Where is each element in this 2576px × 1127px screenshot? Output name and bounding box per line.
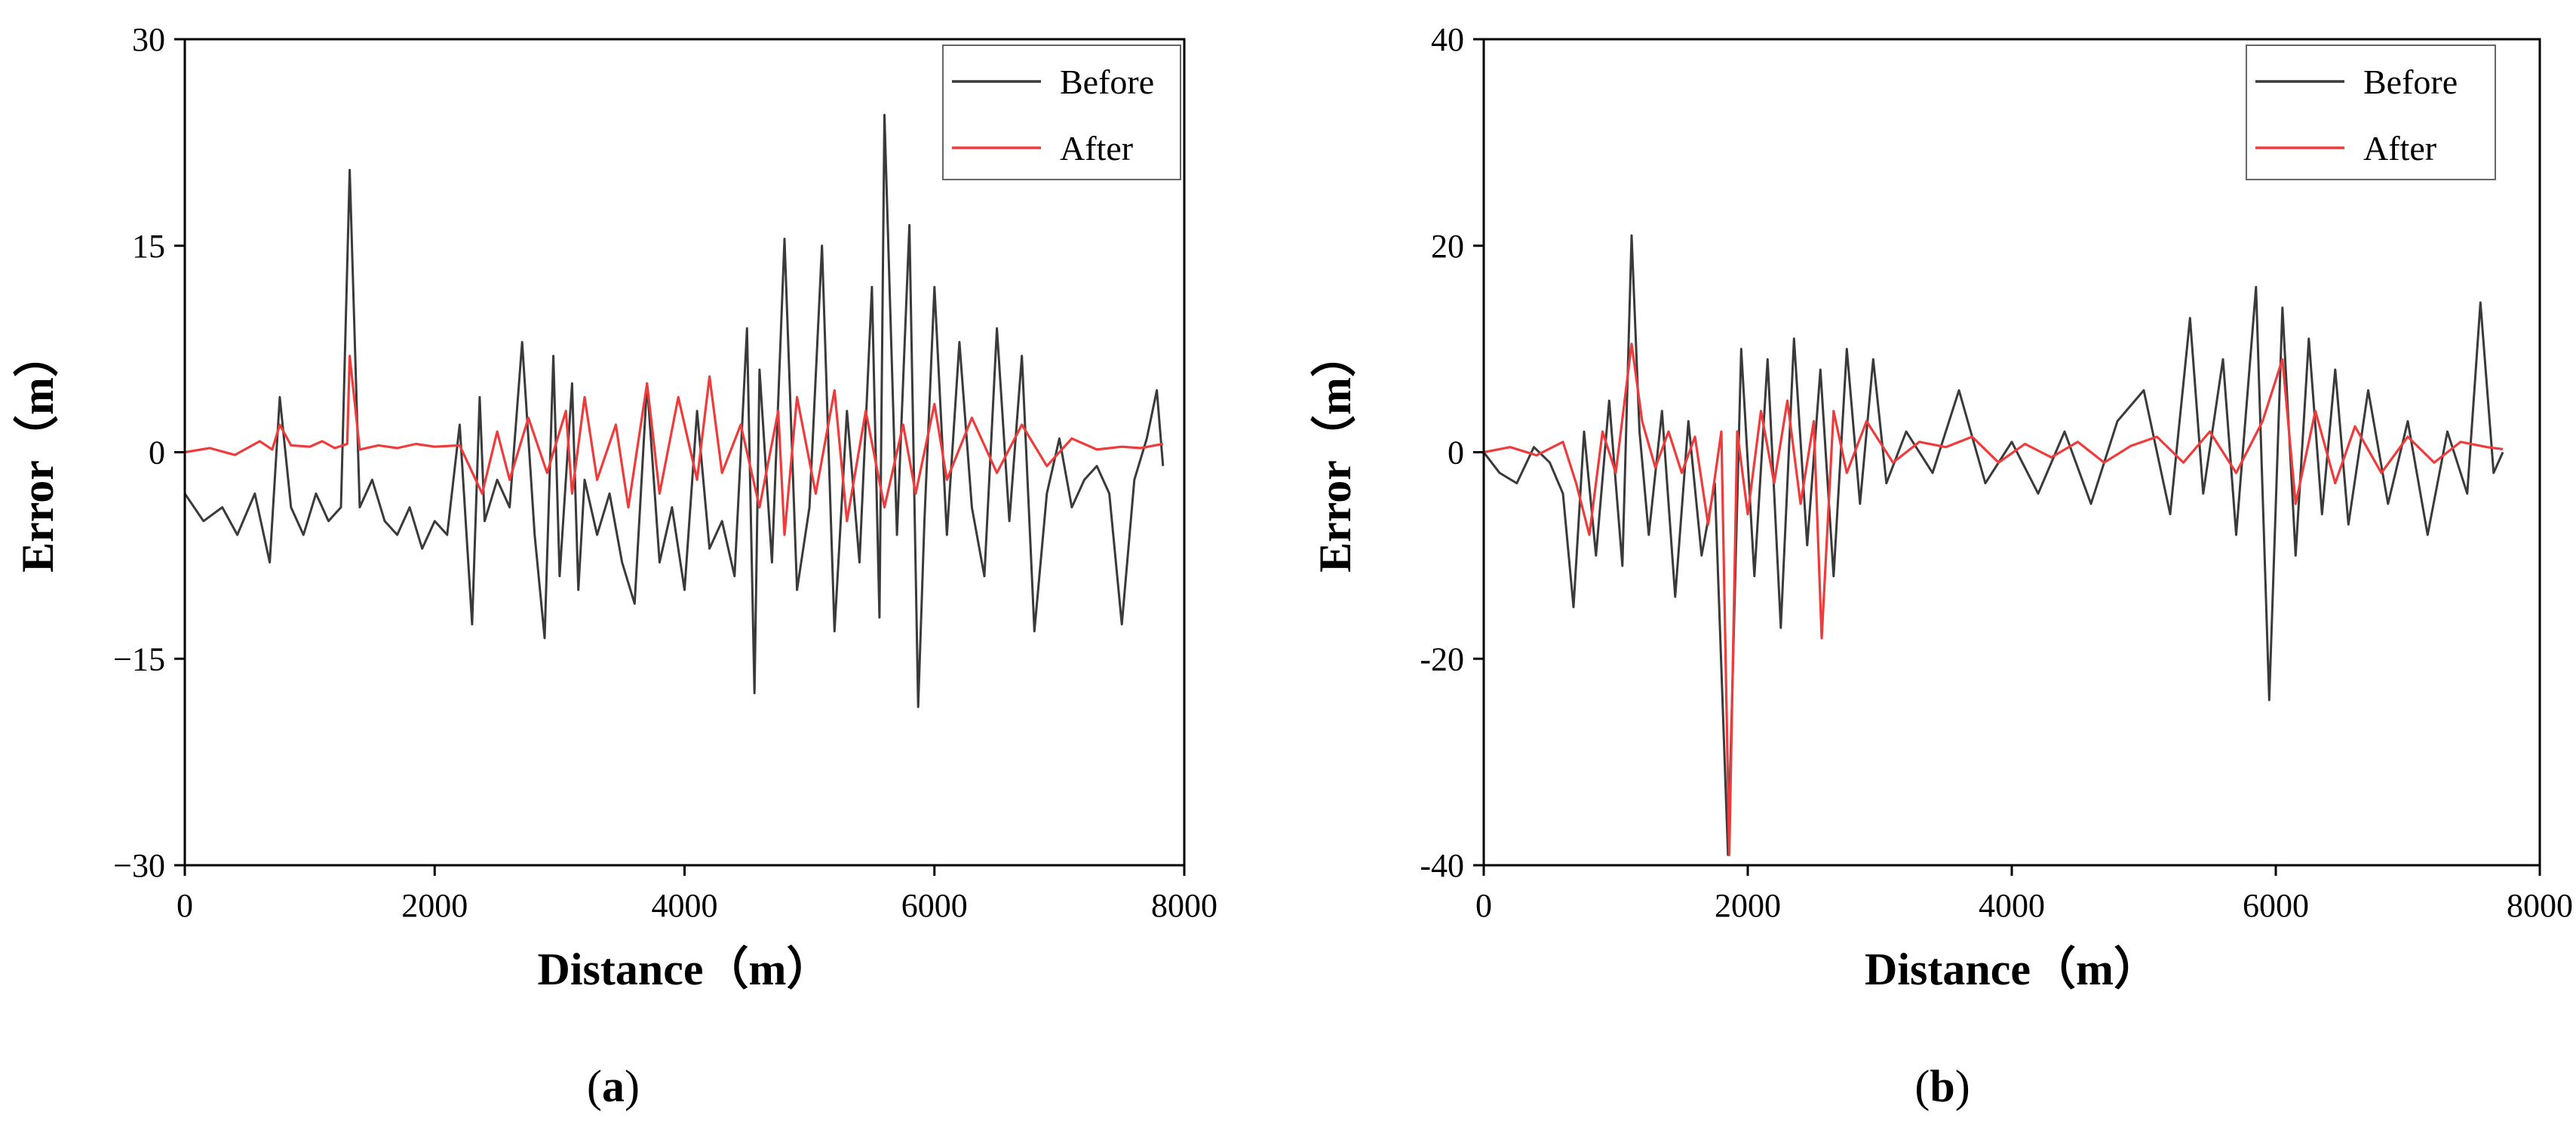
legend: Before After — [942, 45, 1181, 180]
y-tick-label: 20 — [1431, 228, 1464, 265]
legend-label-before: Before — [1060, 63, 1154, 101]
y-tick-label: 0 — [149, 435, 165, 471]
legend: Before After — [2246, 45, 2496, 180]
legend-label-after: After — [2363, 129, 2436, 167]
x-tick-label: 4000 — [652, 887, 718, 924]
legend-label-after: After — [1060, 129, 1133, 167]
legend-box — [942, 45, 1181, 180]
y-tick-label: −30 — [113, 847, 165, 884]
x-axis-title: Distance（m） — [1865, 944, 2159, 994]
y-tick-label: 30 — [132, 21, 165, 58]
y-tick-label: -20 — [1420, 640, 1464, 677]
chart-panel-b: 0 2000 4000 6000 8000 -40 -20 0 20 40 Distance（m） E… — [1309, 21, 2573, 1111]
y-axis-title: Error（m） — [12, 332, 63, 573]
legend-box — [2246, 45, 2496, 180]
x-tick-label: 2000 — [401, 887, 468, 924]
x-tick-label: 0 — [1475, 887, 1492, 924]
x-axis-title: Distance（m） — [538, 944, 832, 994]
series-line-before — [185, 113, 1165, 708]
x-tick-label: 2000 — [1715, 887, 1781, 924]
y-tick-label: −15 — [113, 640, 165, 677]
y-tick-label: 15 — [132, 228, 165, 265]
legend-label-before: Before — [2363, 63, 2458, 101]
panel-label: (a) — [587, 1061, 640, 1111]
x-tick-label: 0 — [177, 887, 193, 924]
panel-label: (b) — [1914, 1061, 1970, 1111]
x-tick-label: 6000 — [2243, 887, 2309, 924]
x-tick-label: 8000 — [2507, 887, 2573, 924]
series-line-before — [1484, 234, 2504, 856]
y-axis-title: Error（m） — [1309, 332, 1360, 573]
series-line-after — [185, 355, 1164, 536]
y-tick-label: -40 — [1420, 847, 1464, 884]
series-line-after — [1484, 342, 2504, 856]
y-tick-label: 40 — [1431, 21, 1464, 58]
x-tick-label: 6000 — [901, 887, 968, 924]
x-tick-label: 4000 — [1979, 887, 2045, 924]
x-tick-label: 8000 — [1151, 887, 1217, 924]
chart-panel-a: 0 2000 4000 6000 8000 −30 −15 0 15 30 Distance（m） E… — [12, 21, 1217, 1111]
y-tick-label: 0 — [1448, 435, 1464, 471]
